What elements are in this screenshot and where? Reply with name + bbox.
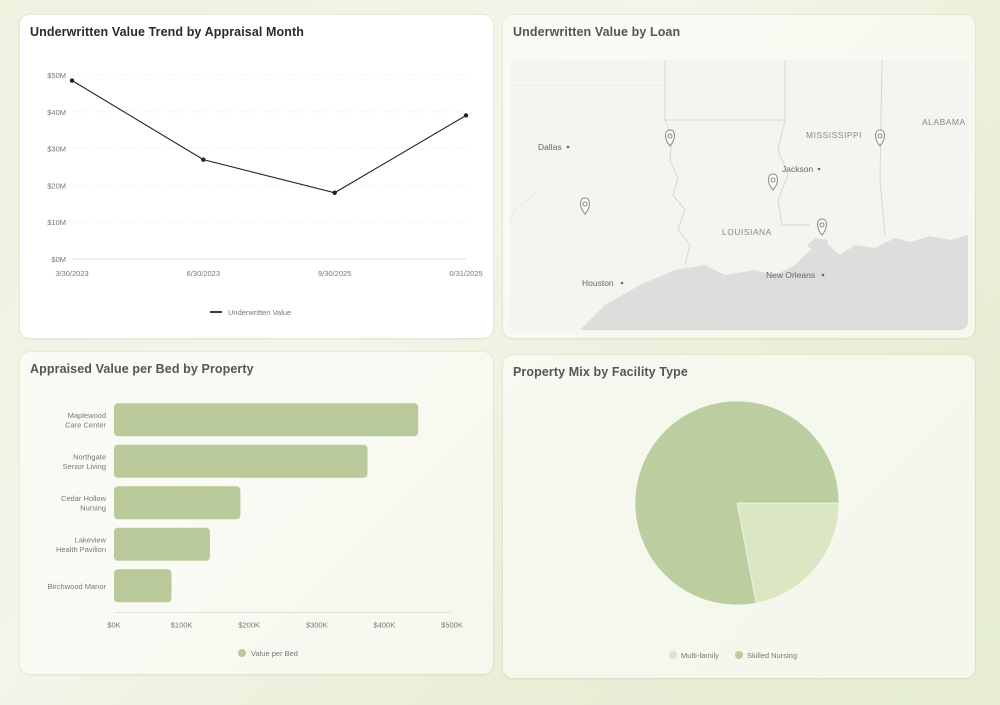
- category-label: Care Center: [65, 421, 106, 430]
- y-tick-label: $50M: [47, 71, 66, 80]
- x-tick-label: $400K: [374, 621, 396, 630]
- map-pin-icon[interactable]: [580, 197, 590, 215]
- bar[interactable]: [114, 403, 419, 437]
- data-point[interactable]: [332, 190, 337, 195]
- legend-label: Underwritten Value: [228, 308, 291, 317]
- x-tick-label: $0K: [107, 621, 120, 630]
- map-city-label: Houston: [582, 278, 614, 288]
- legend-label: Skilled Nursing: [747, 651, 797, 660]
- pie-slice[interactable]: [736, 502, 840, 604]
- category-label: Lakeview: [75, 536, 107, 545]
- data-point[interactable]: [463, 113, 469, 118]
- x-tick-label: $300K: [306, 621, 328, 630]
- map-city-label: Jackson: [782, 164, 813, 174]
- legend-label: Value per Bed: [251, 649, 298, 658]
- legend-swatch: [669, 651, 677, 659]
- map-city-label: Dallas: [538, 142, 562, 152]
- x-tick-label: $100K: [171, 621, 193, 630]
- map-state-label: LOUISIANA: [722, 227, 772, 237]
- y-tick-label: $20M: [47, 181, 66, 190]
- map-view[interactable]: Dallas Houston Jackson New Orleans MISSI…: [510, 60, 968, 330]
- map-pin-dot: [819, 222, 825, 228]
- category-label: Health Pavilion: [56, 545, 106, 554]
- y-tick-label: $30M: [47, 145, 66, 154]
- category-label: Senior Living: [63, 462, 106, 471]
- map-pin-dot: [770, 177, 776, 183]
- x-tick-label: 3/30/2023: [55, 269, 88, 278]
- trend-panel: Underwritten Value Trend by Appraisal Mo…: [20, 15, 493, 338]
- bar[interactable]: [114, 527, 210, 561]
- y-tick-label: $40M: [47, 108, 66, 117]
- map-pin-dot: [667, 133, 673, 139]
- map-pin-dot: [582, 201, 588, 207]
- pie-title: Property Mix by Facility Type: [513, 365, 688, 379]
- category-label: Northgate: [73, 453, 106, 462]
- map-city-label: New Orleans: [766, 270, 815, 280]
- map-pin-dot: [877, 133, 883, 139]
- pie-slice[interactable]: [634, 400, 840, 606]
- line-chart: $0M $10M $20M $30M $40M $50M 3/30/2023 6/30/202…: [47, 71, 482, 317]
- map-panel: Underwritten Value by Loan Dallas Housto…: [503, 15, 975, 338]
- trend-title: Underwritten Value Trend by Appraisal Mo…: [30, 25, 305, 39]
- map-title: Underwritten Value by Loan: [513, 25, 681, 39]
- x-tick-label: 0/31/2025: [449, 269, 482, 278]
- bars-title: Appraised Value per Bed by Property: [30, 362, 254, 376]
- data-point[interactable]: [69, 78, 75, 83]
- bars-panel: Appraised Value per Bed by Property $0K $…: [20, 352, 493, 674]
- pie-panel: Property Mix by Facility Type Multi-fami…: [503, 355, 975, 678]
- y-tick-label: $10M: [47, 218, 66, 227]
- map-state-label: MISSISSIPPI: [806, 130, 862, 140]
- map-state-label: ALABAMA: [922, 117, 966, 127]
- legend-swatch: [735, 651, 743, 659]
- bar[interactable]: [114, 444, 368, 478]
- bar[interactable]: [114, 486, 241, 520]
- pie-chart: Multi-family Skilled Nursing: [634, 400, 840, 660]
- bar[interactable]: [114, 569, 172, 603]
- x-tick-label: $500K: [441, 621, 463, 630]
- legend-label: Multi-family: [681, 651, 719, 660]
- bar-chart: $0K $100K $200K $300K $400K $500K MaplewoodCar…: [48, 403, 463, 658]
- data-point[interactable]: [201, 157, 206, 162]
- map-pin-icon[interactable]: [665, 129, 675, 147]
- map-pin-icon[interactable]: [768, 173, 778, 191]
- series-line: [71, 80, 467, 194]
- x-tick-label: $200K: [238, 621, 260, 630]
- category-label: Maplewood: [68, 411, 106, 420]
- map-pin-icon[interactable]: [875, 129, 885, 147]
- legend-swatch: [238, 649, 246, 657]
- y-tick-label: $0M: [51, 255, 66, 264]
- x-tick-label: 6/30/2023: [187, 269, 220, 278]
- category-label: Birchwood Manor: [48, 582, 107, 591]
- category-label: Nursing: [80, 504, 106, 513]
- map-pin-icon[interactable]: [817, 218, 827, 236]
- x-tick-label: 9/30/2025: [318, 269, 351, 278]
- category-label: Cedar Hollow: [61, 494, 107, 503]
